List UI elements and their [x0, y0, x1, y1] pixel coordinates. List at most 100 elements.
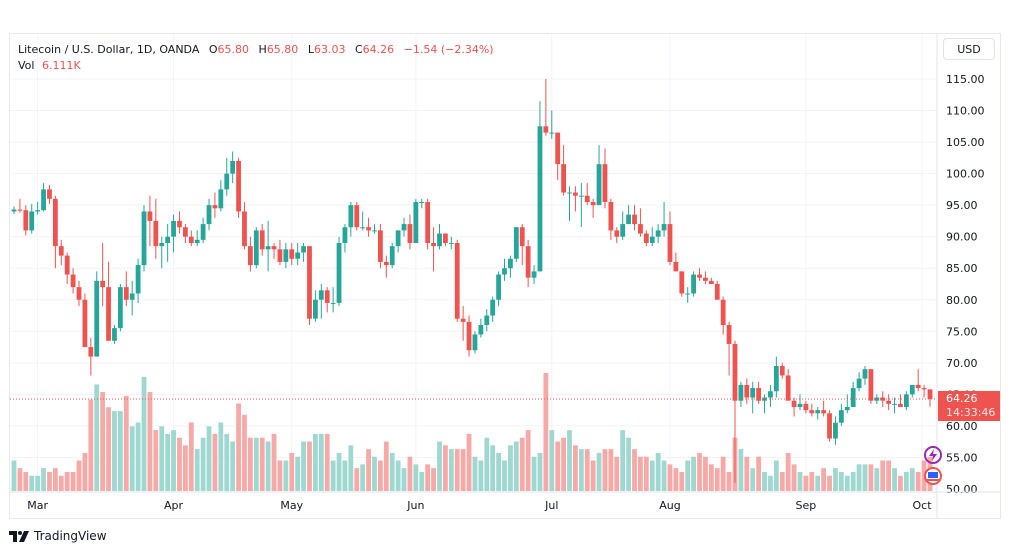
- candle: [555, 132, 561, 180]
- lightning-icon[interactable]: [924, 446, 942, 464]
- close-value: 64.26: [362, 43, 395, 56]
- candle: [596, 145, 602, 206]
- candle-body: [295, 252, 301, 259]
- volume-bar: [685, 460, 691, 491]
- volume-bar: [360, 464, 366, 491]
- candle: [661, 202, 667, 237]
- candle-body: [803, 403, 809, 411]
- candle-body: [921, 388, 927, 390]
- candle-body: [330, 302, 336, 304]
- currency-button[interactable]: USD: [943, 38, 995, 60]
- candle-body: [366, 227, 371, 231]
- volume-bar: [271, 433, 277, 491]
- candle: [230, 151, 236, 184]
- candle-body: [58, 246, 64, 256]
- volume-bar: [312, 433, 318, 491]
- volume-bar: [898, 475, 903, 491]
- volume-bar: [407, 456, 413, 491]
- candle-body: [271, 246, 277, 250]
- candle-body: [649, 236, 655, 243]
- candle: [632, 205, 637, 231]
- volume-bar: [259, 437, 265, 491]
- volume-bar: [779, 471, 785, 491]
- candle-body: [762, 397, 767, 401]
- price-axis-label: 115.00: [946, 73, 985, 86]
- candle: [874, 394, 880, 404]
- candle-body: [472, 334, 478, 351]
- candle: [768, 384, 773, 407]
- tradingview-logo[interactable]: TradingView: [9, 528, 107, 544]
- candle: [70, 268, 76, 294]
- volume-bar: [425, 464, 431, 491]
- price-axis-label: 80.00: [946, 294, 978, 307]
- candle: [389, 243, 395, 269]
- candle-body: [188, 236, 194, 243]
- candle: [484, 309, 490, 332]
- us-flag-icon[interactable]: [924, 467, 942, 485]
- candle: [301, 243, 306, 262]
- candle-body: [655, 230, 661, 237]
- candle: [567, 186, 572, 221]
- candle: [844, 394, 850, 414]
- volume-bar: [673, 468, 679, 491]
- candle: [803, 400, 809, 414]
- candle-body: [47, 189, 52, 199]
- volume-bar: [41, 468, 46, 491]
- bar-countdown: 14:33:46: [946, 406, 996, 420]
- volume-bar: [35, 475, 41, 491]
- candle: [242, 202, 247, 250]
- tradingview-logo-icon: [9, 530, 29, 542]
- volume-bar: [318, 433, 324, 491]
- candle-body: [549, 132, 555, 134]
- candle-body: [301, 246, 306, 253]
- candle: [259, 224, 265, 256]
- volume-bar: [756, 456, 762, 491]
- candle: [903, 391, 909, 411]
- candle: [413, 198, 419, 243]
- candle-body: [206, 205, 212, 225]
- candle: [11, 206, 17, 214]
- candle: [188, 230, 194, 247]
- candle-body: [892, 403, 897, 405]
- candle-body: [265, 246, 271, 250]
- legend-row-ohlc: Litecoin / U.S. Dollar, 1D, OANDA O65.80…: [18, 42, 494, 58]
- candle: [685, 287, 691, 303]
- candle: [561, 145, 566, 196]
- candle-body: [797, 403, 803, 407]
- chart-legend: Litecoin / U.S. Dollar, 1D, OANDA O65.80…: [18, 42, 494, 74]
- symbol-title[interactable]: Litecoin / U.S. Dollar, 1D, OANDA: [18, 43, 200, 56]
- volume-bar: [797, 471, 803, 491]
- candle: [537, 101, 543, 272]
- volume-bar: [153, 430, 159, 491]
- candle-body: [112, 328, 117, 341]
- volume-bar: [578, 449, 584, 491]
- price-axis-label: 70.00: [946, 357, 978, 370]
- volume-bar: [413, 464, 419, 491]
- volume-bar: [490, 445, 496, 491]
- candle-body: [135, 265, 141, 294]
- candle-body: [874, 397, 880, 401]
- volume-bar: [880, 460, 886, 491]
- candle-body: [785, 375, 791, 401]
- volume-label[interactable]: Vol: [18, 59, 35, 72]
- legend-row-volume: Vol 6.111K: [18, 58, 494, 74]
- open-value: 65.80: [217, 43, 250, 56]
- volume-bar: [567, 430, 572, 491]
- volume-bar: [58, 475, 64, 491]
- candle: [283, 243, 289, 269]
- volume-bar: [513, 441, 519, 491]
- candle: [643, 230, 649, 247]
- volume-bar: [496, 452, 501, 491]
- candle-body: [779, 366, 785, 376]
- candle-body: [708, 280, 714, 284]
- candle-body: [354, 205, 360, 228]
- volume-bar: [862, 464, 868, 491]
- candle-body: [578, 195, 584, 197]
- volume-bar: [856, 464, 862, 491]
- candle-body: [383, 261, 389, 266]
- volume-bar: [218, 422, 224, 491]
- candle-body: [100, 280, 106, 288]
- volume-bar: [833, 468, 838, 491]
- volume-bar: [632, 449, 637, 491]
